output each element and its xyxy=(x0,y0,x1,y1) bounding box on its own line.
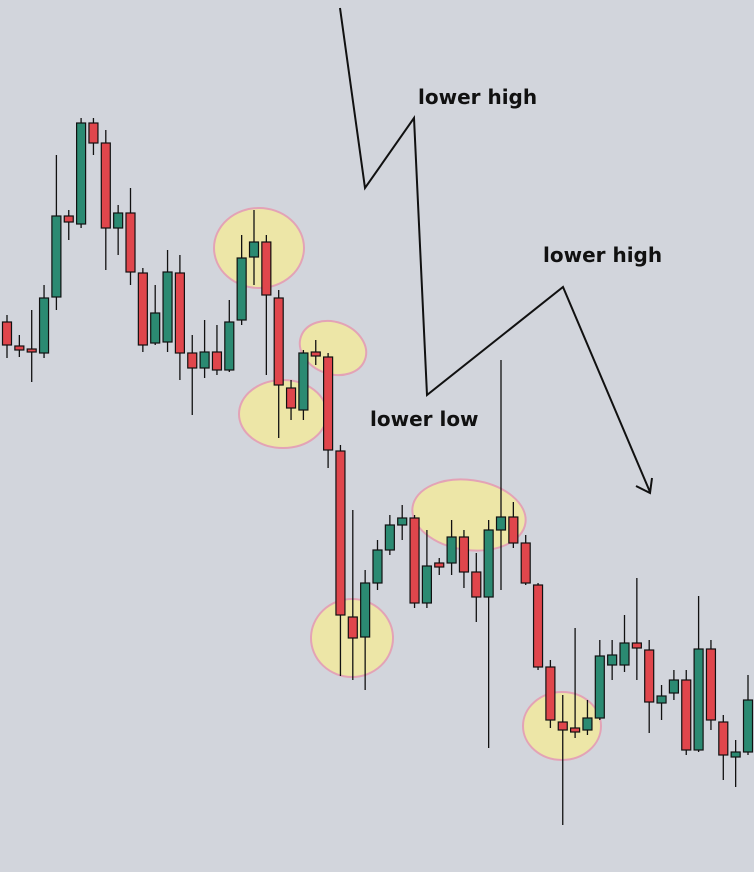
annotation: lower high xyxy=(418,85,537,109)
candle-body xyxy=(681,679,692,751)
candle-body xyxy=(199,351,210,369)
candle-body xyxy=(1,321,13,346)
annotation: lower low xyxy=(370,407,479,431)
candle-body xyxy=(372,549,383,584)
candle-body xyxy=(224,321,235,371)
arrow-head xyxy=(635,477,653,495)
candle-body xyxy=(261,241,272,296)
candle-body xyxy=(347,616,358,639)
candle-body xyxy=(310,351,321,357)
trend-line xyxy=(339,7,651,493)
candle-body xyxy=(100,142,111,229)
candle-body xyxy=(569,727,581,733)
candle-body xyxy=(446,536,457,564)
candle-body xyxy=(211,351,223,371)
candle-body xyxy=(323,356,334,451)
candle-body xyxy=(162,271,173,343)
annotation: lower high xyxy=(543,243,662,267)
candle-body xyxy=(38,297,50,354)
candle-body xyxy=(285,387,297,409)
candle-body xyxy=(113,212,124,229)
candle-body xyxy=(397,517,408,526)
candle-body xyxy=(520,542,531,584)
candle-body xyxy=(631,642,642,649)
candle-body xyxy=(75,122,87,225)
candle-body xyxy=(656,695,667,704)
candle-body xyxy=(174,272,185,354)
candle-body xyxy=(730,751,741,758)
candle-body xyxy=(409,517,420,604)
candles xyxy=(1,118,754,825)
candle-body xyxy=(434,562,445,568)
candle-body xyxy=(150,312,161,344)
candle-body xyxy=(508,516,519,544)
candle-body xyxy=(360,582,371,638)
candle-body xyxy=(458,536,470,573)
candle-body xyxy=(742,699,754,753)
candle-body xyxy=(125,212,136,273)
candle-body xyxy=(483,529,494,598)
candle-body xyxy=(26,348,37,353)
candle-body xyxy=(668,679,680,694)
candle-body xyxy=(718,721,729,756)
candle-body xyxy=(335,450,346,616)
candle-body xyxy=(298,352,309,411)
candle-body xyxy=(63,215,74,223)
candle-body xyxy=(644,649,655,703)
candle-body xyxy=(582,717,593,731)
candle-body xyxy=(273,297,284,386)
highlights xyxy=(213,207,602,761)
candle-body xyxy=(88,122,99,144)
candle-body xyxy=(607,654,618,666)
candle-body xyxy=(137,272,148,346)
candle-body xyxy=(495,516,507,531)
candle-body xyxy=(236,257,247,321)
candle-body xyxy=(384,524,395,551)
candle-body xyxy=(14,345,25,351)
candle-body xyxy=(619,642,630,666)
candle-body xyxy=(532,584,544,668)
candle-body xyxy=(545,666,556,721)
candle-body xyxy=(248,241,260,258)
candle-body xyxy=(471,571,482,598)
candle-body xyxy=(705,648,717,721)
candle-body xyxy=(187,352,198,369)
candle-body xyxy=(557,721,568,731)
candle-body xyxy=(693,648,704,751)
highlight xyxy=(238,379,328,449)
candle-body xyxy=(421,565,432,604)
candle-body xyxy=(51,215,62,298)
candle-body xyxy=(594,655,605,719)
